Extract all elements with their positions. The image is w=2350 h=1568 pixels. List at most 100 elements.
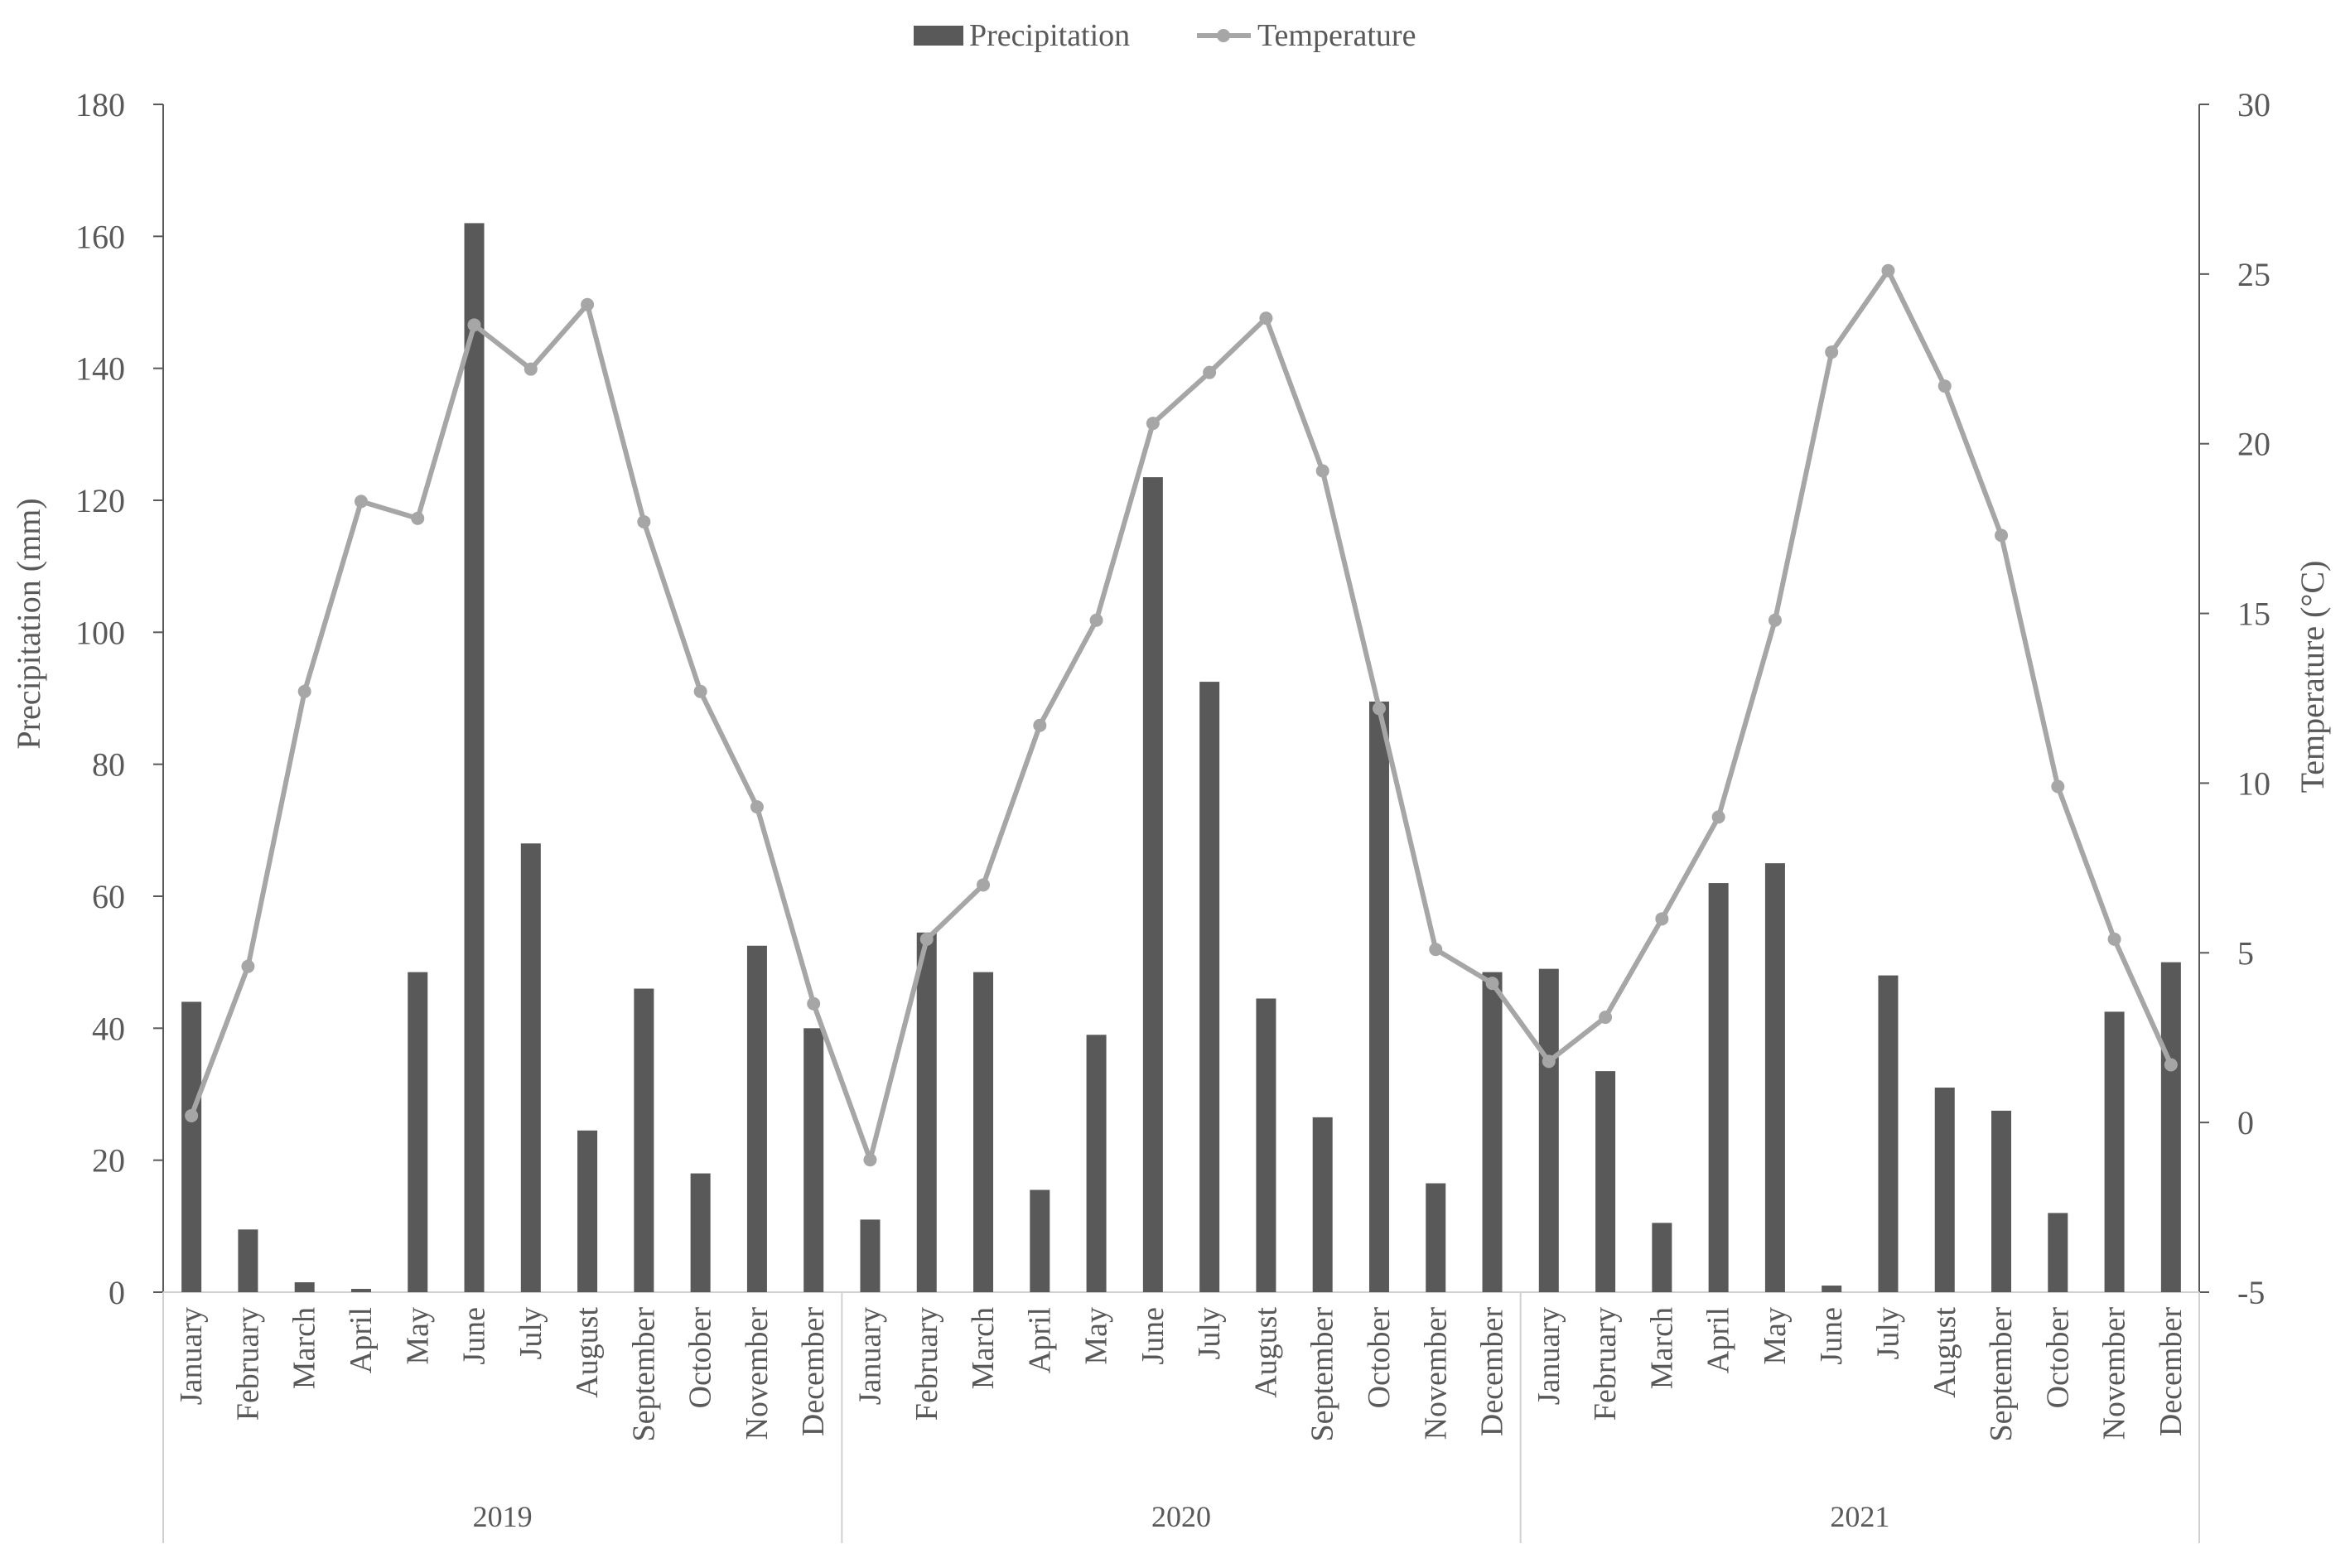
month-label: October: [1362, 1307, 1397, 1409]
y-axis-right-tick-label: 15: [2237, 596, 2270, 633]
month-label: August: [570, 1307, 605, 1398]
y-axis-left-tick-label: 160: [75, 218, 125, 255]
precipitation-bar: [1538, 968, 1559, 1292]
year-label: 2019: [473, 1500, 533, 1533]
precipitation-bar: [464, 223, 485, 1292]
y-axis-left-tick-label: 60: [92, 878, 125, 915]
temperature-point: [467, 318, 481, 332]
temperature-point: [524, 362, 538, 376]
x-axis-labels: January February March April May June July Augu…: [162, 1292, 2200, 1543]
y-axis-left-title: Precipitation (mm): [10, 498, 47, 749]
temperature-point: [1768, 613, 1782, 627]
precipitation-bar: [1991, 1110, 2012, 1292]
y-axis-left-tick-label: 100: [75, 614, 125, 651]
temperature-point: [1711, 810, 1725, 824]
temperature-point: [2051, 779, 2065, 794]
precipitation-bar: [577, 1130, 598, 1292]
month-label: June: [1136, 1307, 1170, 1365]
month-label: September: [1984, 1307, 2019, 1442]
precipitation-bar: [2048, 1213, 2068, 1292]
temperature-point: [354, 495, 368, 509]
temperature-point: [1033, 718, 1047, 732]
temperature-point: [2107, 932, 2121, 946]
y-axis-right-tick-label: 0: [2237, 1104, 2254, 1141]
y-axis-left-tick-label: 120: [75, 482, 125, 519]
y-axis-left-tick-label: 140: [75, 350, 125, 388]
precipitation-bar: [1030, 1189, 1050, 1292]
y-axis-left-tick-label: 80: [92, 746, 125, 784]
month-label: March: [1644, 1307, 1679, 1389]
temperature-point: [241, 959, 255, 973]
temperature-point: [1089, 613, 1103, 627]
month-label: February: [1588, 1307, 1623, 1421]
temperature-point: [1655, 912, 1669, 926]
temperature-point: [977, 878, 991, 892]
y-axis-right-tick-label: 20: [2237, 426, 2270, 463]
y-axis-left-tick-label: 20: [92, 1142, 125, 1180]
precipitation-bars: [181, 223, 2181, 1292]
year-label: 2020: [1151, 1500, 1211, 1533]
precipitation-bar: [181, 1001, 202, 1292]
y-axis-right-tick-label: 30: [2237, 86, 2270, 123]
month-label: February: [910, 1307, 944, 1421]
legend-label-temperature: Temperature: [1257, 18, 1416, 53]
legend-swatch-precipitation: [914, 26, 963, 46]
precipitation-bar: [350, 1289, 371, 1292]
precipitation-bar: [690, 1173, 711, 1292]
axes: 0 20 40 60 80 100 120 140 160 180 -5 0 5 10 15 20 25 30: [75, 86, 2270, 1311]
precipitation-bar: [1199, 682, 1220, 1292]
precipitation-bar: [1934, 1088, 1955, 1292]
precipitation-bar: [408, 972, 428, 1292]
precipitation-bar: [1482, 972, 1503, 1292]
temperature-point: [1203, 365, 1217, 379]
precipitation-bar: [1764, 863, 1785, 1292]
precipitation-bar: [634, 988, 654, 1292]
month-label: December: [2154, 1307, 2188, 1436]
month-label: July: [514, 1307, 548, 1359]
precipitation-bar: [973, 972, 994, 1292]
month-label: May: [1758, 1307, 1793, 1365]
month-label: January: [1532, 1307, 1566, 1405]
month-label: December: [1475, 1307, 1510, 1436]
month-label: May: [1079, 1307, 1114, 1365]
month-label: July: [1192, 1307, 1227, 1359]
month-label: April: [344, 1307, 379, 1373]
temperature-point: [1937, 379, 1952, 393]
precipitation-bar: [1426, 1183, 1446, 1292]
month-label: October: [2040, 1307, 2075, 1409]
temperature-point: [1259, 311, 1273, 326]
temperature-line-path: [189, 268, 2174, 1163]
temperature-line: [185, 263, 2178, 1167]
month-label: March: [966, 1307, 1001, 1389]
month-label: September: [626, 1307, 661, 1442]
temperature-point: [1315, 464, 1329, 478]
month-label: April: [1701, 1307, 1736, 1373]
precipitation-bar: [860, 1219, 881, 1292]
temperature-point: [411, 511, 425, 525]
temperature-point: [185, 1108, 199, 1122]
temperature-point: [581, 297, 595, 311]
precipitation-bar: [1368, 701, 1389, 1292]
month-label: November: [2097, 1307, 2132, 1440]
legend: Precipitation Temperature: [914, 18, 1416, 53]
precipitation-bar: [746, 945, 767, 1292]
temperature-point: [1146, 417, 1160, 431]
temperature-point: [750, 800, 764, 814]
month-label: July: [1870, 1307, 1905, 1359]
temperature-point: [1372, 702, 1386, 716]
precipitation-bar: [1256, 998, 1276, 1292]
temperature-point: [637, 514, 651, 528]
y-axis-left-tick-label: 40: [92, 1010, 125, 1047]
month-label: May: [400, 1307, 435, 1365]
y-axis-right-tick-label: 10: [2237, 765, 2270, 802]
precipitation-bar: [1652, 1223, 1672, 1292]
y-axis-left-tick-label: 0: [109, 1274, 125, 1311]
month-label: November: [740, 1307, 774, 1440]
month-label: September: [1305, 1307, 1340, 1442]
y-axis-left-tick-label: 180: [75, 86, 125, 123]
precipitation-bar: [1142, 477, 1163, 1292]
month-label: November: [1418, 1307, 1453, 1440]
month-label: March: [287, 1307, 322, 1389]
precipitation-bar: [520, 843, 541, 1292]
